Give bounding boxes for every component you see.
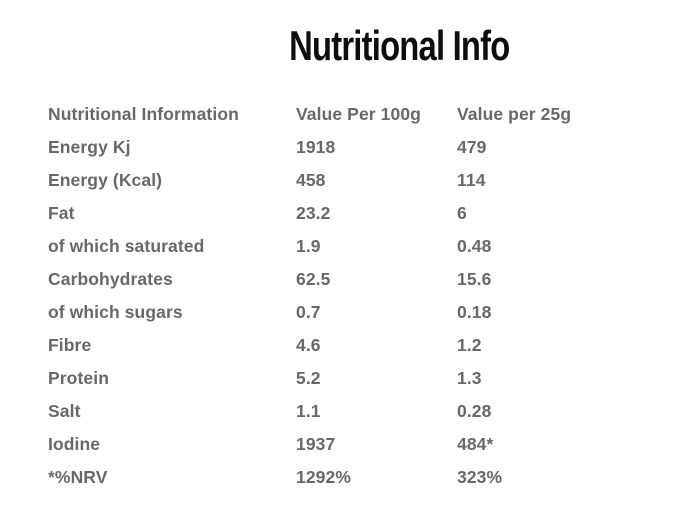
row-value-per-25g: 1.3 <box>457 368 482 388</box>
column-header-value-per-25g: Value per 25g <box>457 104 572 124</box>
row-value-per-100g: 1918 <box>296 137 336 157</box>
table-row-fat: Fat 23.2 6 <box>48 197 628 230</box>
row-label: *%NRV <box>48 467 108 487</box>
table-row-protein: Protein 5.2 1.3 <box>48 362 628 395</box>
row-value-per-25g: 6 <box>457 203 467 223</box>
row-value-per-100g: 1.9 <box>296 236 321 256</box>
row-value-per-25g: 0.28 <box>457 401 492 421</box>
row-value-per-100g: 458 <box>296 170 326 190</box>
page-title: Nutritional Info <box>288 22 510 69</box>
table-row-sugars: of which sugars 0.7 0.18 <box>48 296 628 329</box>
row-label: Energy (Kcal) <box>48 170 163 190</box>
row-label: Iodine <box>48 434 101 454</box>
row-value-per-100g: 23.2 <box>296 203 331 223</box>
row-label: Carbohydrates <box>48 269 173 289</box>
table-row-saturated: of which saturated 1.9 0.48 <box>48 230 628 263</box>
page-title-wrap: Nutritional Info <box>121 22 677 70</box>
row-value-per-100g: 5.2 <box>296 368 321 388</box>
row-value-per-25g: 1.2 <box>457 335 482 355</box>
row-value-per-100g: 62.5 <box>296 269 331 289</box>
column-header-nutritional-information: Nutritional Information <box>48 104 239 124</box>
table-row-nrv: *%NRV 1292% 323% <box>48 461 628 494</box>
row-label: Salt <box>48 401 81 421</box>
row-value-per-100g: 1937 <box>296 434 336 454</box>
row-value-per-100g: 0.7 <box>296 302 321 322</box>
row-label: Fat <box>48 203 75 223</box>
row-value-per-25g: 484* <box>457 434 494 454</box>
table-row-energy-kcal: Energy (Kcal) 458 114 <box>48 164 628 197</box>
row-value-per-100g: 1292% <box>296 467 351 487</box>
table-row-iodine: Iodine 1937 484* <box>48 428 628 461</box>
row-value-per-25g: 15.6 <box>457 269 492 289</box>
row-label: of which saturated <box>48 236 205 256</box>
row-label: of which sugars <box>48 302 183 322</box>
row-value-per-25g: 0.48 <box>457 236 492 256</box>
row-value-per-25g: 479 <box>457 137 487 157</box>
table-row-salt: Salt 1.1 0.28 <box>48 395 628 428</box>
table-row-fibre: Fibre 4.6 1.2 <box>48 329 628 362</box>
row-label: Protein <box>48 368 109 388</box>
row-value-per-25g: 114 <box>457 170 486 190</box>
row-value-per-100g: 1.1 <box>296 401 321 421</box>
column-header-value-per-100g: Value Per 100g <box>296 104 421 124</box>
nutrition-table: Nutritional Information Value Per 100g V… <box>48 98 628 494</box>
row-label: Energy Kj <box>48 137 131 157</box>
table-header-row: Nutritional Information Value Per 100g V… <box>48 98 628 131</box>
table-row-carbohydrates: Carbohydrates 62.5 15.6 <box>48 263 628 296</box>
table-row-energy-kj: Energy Kj 1918 479 <box>48 131 628 164</box>
row-value-per-25g: 0.18 <box>457 302 492 322</box>
row-label: Fibre <box>48 335 92 355</box>
row-value-per-25g: 323% <box>457 467 503 487</box>
row-value-per-100g: 4.6 <box>296 335 321 355</box>
